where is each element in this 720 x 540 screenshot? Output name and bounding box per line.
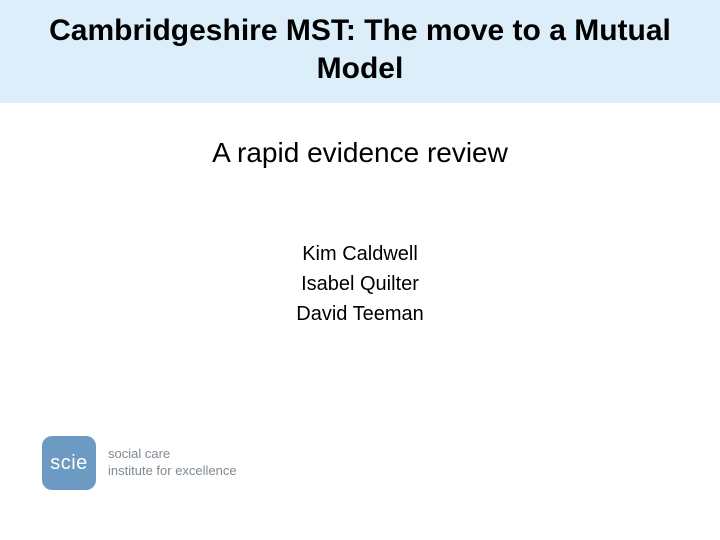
- author-name: Isabel Quilter: [0, 269, 720, 299]
- org-logo: scie social care institute for excellenc…: [42, 436, 237, 490]
- logo-mark: scie: [42, 436, 96, 490]
- logo-line2: institute for excellence: [108, 463, 237, 480]
- slide-subtitle: A rapid evidence review: [0, 137, 720, 169]
- logo-text: social care institute for excellence: [108, 446, 237, 480]
- title-band: Cambridgeshire MST: The move to a Mutual…: [0, 0, 720, 103]
- author-name: Kim Caldwell: [0, 239, 720, 269]
- slide-title: Cambridgeshire MST: The move to a Mutual…: [20, 12, 700, 87]
- author-list: Kim Caldwell Isabel Quilter David Teeman: [0, 239, 720, 329]
- logo-line1: social care: [108, 446, 237, 463]
- logo-abbr: scie: [50, 452, 88, 475]
- author-name: David Teeman: [0, 299, 720, 329]
